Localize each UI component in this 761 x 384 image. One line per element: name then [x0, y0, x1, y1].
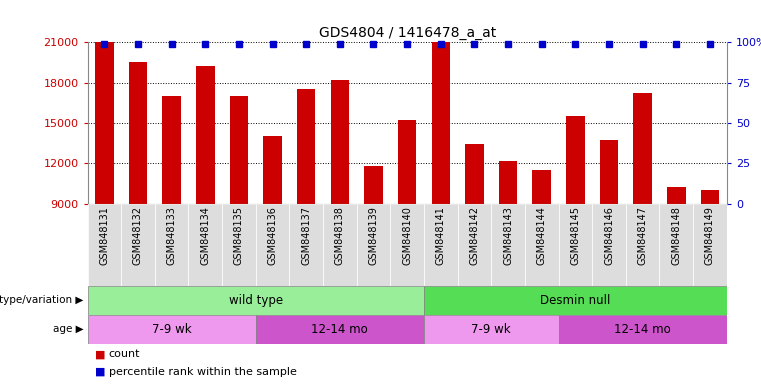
Bar	[492, 204, 525, 286]
Text: GSM848145: GSM848145	[570, 206, 581, 265]
Bar	[196, 66, 215, 204]
Bar	[390, 204, 424, 286]
Text: 12-14 mo: 12-14 mo	[311, 323, 368, 336]
Text: GSM848139: GSM848139	[368, 206, 378, 265]
Text: 12-14 mo: 12-14 mo	[614, 323, 671, 336]
Text: GSM848148: GSM848148	[671, 206, 681, 265]
Text: GSM848144: GSM848144	[537, 206, 546, 265]
Bar	[154, 204, 189, 286]
Bar	[693, 204, 727, 286]
Text: ■: ■	[95, 366, 106, 377]
Bar	[667, 187, 686, 204]
Text: GSM848131: GSM848131	[100, 206, 110, 265]
Text: GSM848136: GSM848136	[268, 206, 278, 265]
Bar	[357, 204, 390, 286]
Bar	[533, 170, 551, 204]
Text: GSM848134: GSM848134	[200, 206, 210, 265]
Text: ■: ■	[95, 349, 106, 359]
Bar	[121, 204, 154, 286]
Text: GSM848142: GSM848142	[470, 206, 479, 265]
Text: GSM848146: GSM848146	[604, 206, 614, 265]
Bar	[88, 286, 424, 315]
Bar	[162, 96, 181, 204]
Title: GDS4804 / 1416478_a_at: GDS4804 / 1416478_a_at	[319, 26, 495, 40]
Bar	[230, 96, 248, 204]
Bar	[559, 315, 727, 344]
Bar	[559, 204, 592, 286]
Text: GSM848138: GSM848138	[335, 206, 345, 265]
Bar	[95, 42, 113, 204]
Bar	[600, 141, 618, 204]
Bar	[297, 89, 316, 204]
Bar	[660, 204, 693, 286]
Bar	[88, 204, 121, 286]
Text: GSM848135: GSM848135	[234, 206, 244, 265]
Bar	[263, 136, 282, 204]
Bar	[424, 315, 559, 344]
Text: GSM848133: GSM848133	[167, 206, 177, 265]
Bar	[330, 80, 349, 204]
Bar	[256, 315, 424, 344]
Bar	[457, 204, 492, 286]
Bar	[566, 116, 584, 204]
Text: Desmin null: Desmin null	[540, 294, 610, 307]
Bar	[592, 204, 626, 286]
Bar	[398, 120, 416, 204]
Text: genotype/variation ▶: genotype/variation ▶	[0, 295, 84, 306]
Bar	[701, 190, 719, 204]
Bar	[189, 204, 222, 286]
Bar	[525, 204, 559, 286]
Text: 7-9 wk: 7-9 wk	[151, 323, 192, 336]
Bar	[129, 63, 147, 204]
Text: GSM848137: GSM848137	[301, 206, 311, 265]
Text: GSM848140: GSM848140	[402, 206, 412, 265]
Bar	[431, 42, 450, 204]
Bar	[88, 315, 256, 344]
Text: age ▶: age ▶	[53, 324, 84, 334]
Bar	[498, 161, 517, 204]
Text: GSM848149: GSM848149	[705, 206, 715, 265]
Bar	[365, 166, 383, 204]
Bar	[424, 286, 727, 315]
Text: GSM848132: GSM848132	[133, 206, 143, 265]
Text: GSM848147: GSM848147	[638, 206, 648, 265]
Text: wild type: wild type	[228, 294, 283, 307]
Bar	[465, 144, 484, 204]
Text: percentile rank within the sample: percentile rank within the sample	[109, 366, 297, 377]
Bar	[626, 204, 660, 286]
Text: count: count	[109, 349, 140, 359]
Text: 7-9 wk: 7-9 wk	[471, 323, 511, 336]
Text: GSM848141: GSM848141	[436, 206, 446, 265]
Text: GSM848143: GSM848143	[503, 206, 513, 265]
Bar	[222, 204, 256, 286]
Bar	[424, 204, 457, 286]
Bar	[323, 204, 357, 286]
Bar	[256, 204, 289, 286]
Bar	[633, 93, 652, 204]
Bar	[289, 204, 323, 286]
